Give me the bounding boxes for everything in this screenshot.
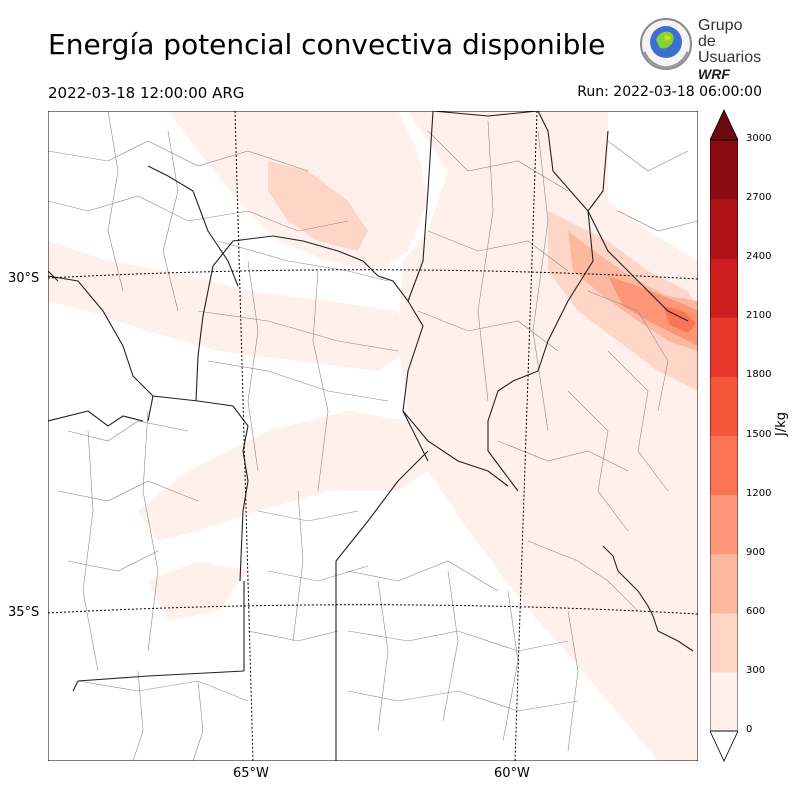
colorbar-tick-label: 900 [746,546,766,558]
wrf-globe-icon [640,18,692,70]
colorbar-extend-min [710,730,738,762]
colorbar-band [710,671,738,732]
colorbar-tick-label: 1200 [746,487,772,499]
colorbar-band [710,140,738,200]
colorbar-tick-label: 0 [746,724,753,735]
colorbar-band [710,553,738,614]
lon-label-60w: 60°W [494,766,530,781]
lat-label-35s: 35°S [8,605,40,620]
colorbar-band [710,612,738,673]
cape-colorbar [710,109,738,762]
lat-label-30s: 30°S [8,271,40,286]
colorbar-tick-label: 2100 [746,310,772,322]
colorbar-band [710,376,738,436]
colorbar-band [710,199,738,259]
cape-map [48,111,698,761]
colorbar-unit: J/kg [774,412,789,436]
logo-line-1: Grupo de [698,17,743,50]
run-time: Run: 2022-03-18 06:00:00 [577,84,762,100]
wrf-group-logo: Grupo de Usuarios WRF [638,16,761,82]
logo-text: Grupo de Usuarios WRF [698,17,762,83]
colorbar-frame [710,139,738,732]
colorbar-tick-label: 600 [746,605,766,617]
province-borders [48,111,689,761]
logo-line-3: WRF [698,66,730,82]
valid-time: 2022-03-18 12:00:00 ARG [48,84,245,102]
colorbar-band [710,258,738,318]
colorbar-tick-label: 2700 [746,192,772,204]
cape-shading-0-300 [48,111,698,761]
colorbar-tick-label: 2400 [746,251,772,263]
colorbar-tick-label: 3000 [746,133,772,144]
colorbar-tick-label: 1800 [746,369,772,381]
logo-line-2: Usuarios [698,49,762,66]
colorbar-extend-max [710,109,738,141]
colorbar-tick-label: 1500 [746,428,772,440]
colorbar-band [710,494,738,555]
graticule [48,111,698,761]
cape-shading-900-1200 [608,276,698,346]
colorbar-band [710,317,738,377]
rio-de-la-plata-coast [602,545,694,652]
colorbar-band [710,435,738,496]
colorbar-tick-label: 300 [746,664,766,676]
map-title: Energía potencial convectiva disponible [48,28,606,61]
lon-label-65w: 65°W [233,766,269,781]
